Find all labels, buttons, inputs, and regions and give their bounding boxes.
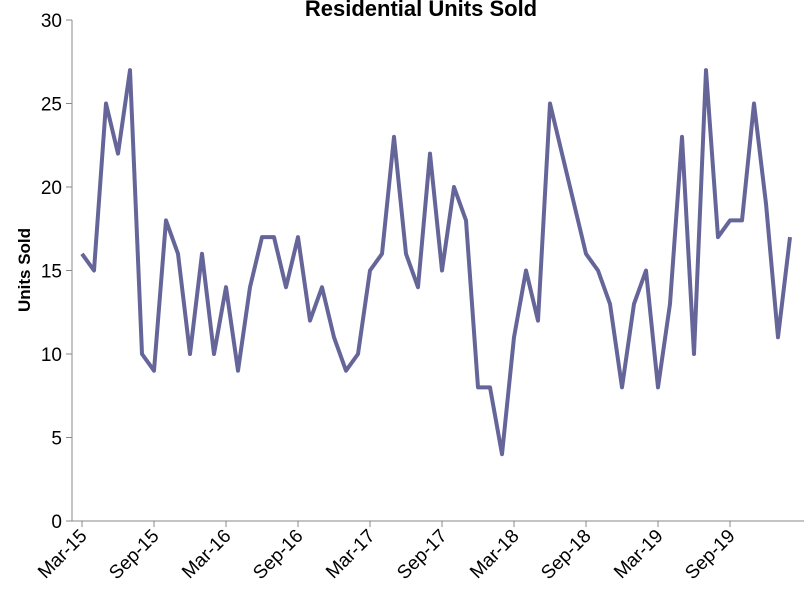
y-axis-label: Units Sold bbox=[15, 228, 34, 312]
y-tick-label: 25 bbox=[41, 95, 62, 116]
x-tick-label: Sep-15 bbox=[105, 526, 163, 584]
y-tick-label: 0 bbox=[51, 512, 62, 533]
chart-title: Residential Units Sold bbox=[305, 0, 537, 21]
y-tick-label: 20 bbox=[41, 178, 62, 199]
x-tick-label: Sep-18 bbox=[537, 526, 595, 584]
x-tick-label: Mar-18 bbox=[466, 526, 523, 583]
y-tick-label: 30 bbox=[41, 11, 62, 32]
x-tick-label: Mar-16 bbox=[178, 526, 235, 583]
x-tick-label: Sep-16 bbox=[249, 526, 307, 584]
x-tick-label: Sep-17 bbox=[393, 526, 451, 584]
series-line bbox=[80, 68, 792, 457]
y-tick-label: 15 bbox=[41, 262, 62, 283]
y-tick-label: 5 bbox=[51, 429, 62, 450]
x-tick-label: Sep-19 bbox=[681, 526, 739, 584]
y-tick-label: 10 bbox=[41, 345, 62, 366]
x-tick-label: Mar-17 bbox=[322, 526, 379, 583]
x-tick-label: Mar-15 bbox=[34, 526, 91, 583]
x-tick-label: Mar-19 bbox=[610, 526, 667, 583]
